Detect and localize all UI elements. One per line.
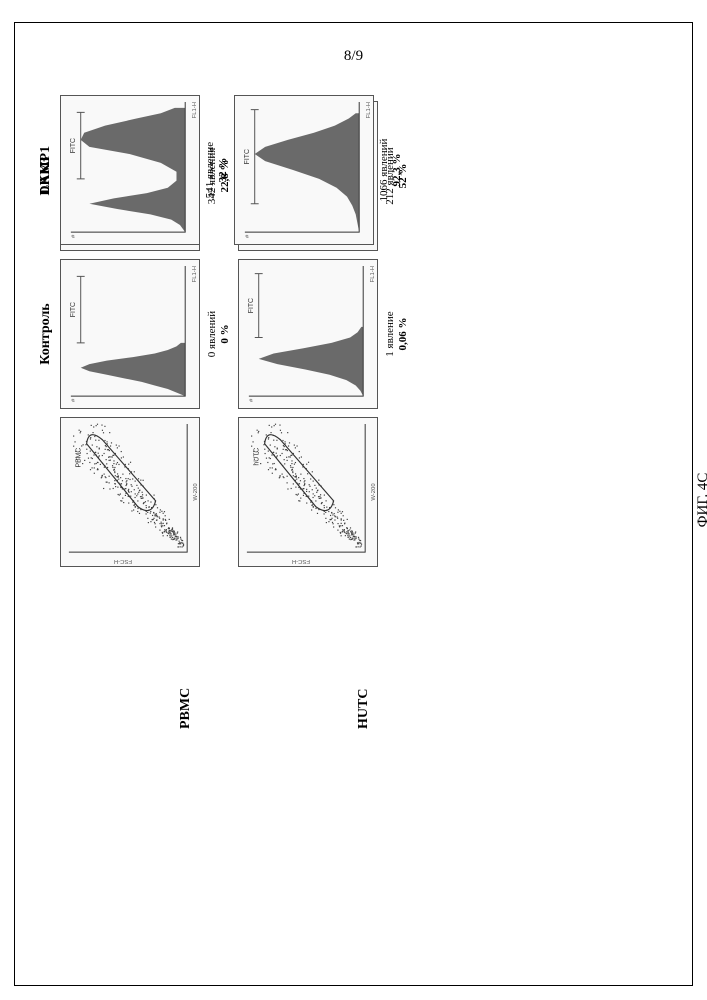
svg-text:FL1-H: FL1-H [370, 266, 376, 282]
caption-hutc-lamp1-abs: 1066 явлений 92,3 % [378, 95, 404, 245]
spacer [204, 575, 234, 735]
svg-text:FSC-H: FSC-H [292, 558, 310, 564]
events-text: 1066 явлений [378, 139, 391, 202]
col-header-control [30, 417, 56, 567]
hist-pbmc-control: FITC#FL1-H [60, 259, 200, 409]
scatter-pbmc: PBMC W-200 FSC-H [60, 417, 200, 567]
row-label-hutc: HUTC [238, 575, 378, 735]
col-header-lamp1-abs: LAMP1 [30, 95, 56, 245]
svg-text:W-200: W-200 [371, 483, 377, 501]
svg-text:hUTC: hUTC [254, 448, 261, 466]
svg-text:FITC: FITC [70, 302, 77, 317]
col-header-lamp1-text: LAMP1 [38, 146, 54, 194]
spacer [382, 575, 412, 735]
events-text: 541 явление [204, 142, 217, 198]
svg-text:FITC: FITC [248, 298, 255, 313]
svg-text:FL1-H: FL1-H [192, 266, 198, 282]
caption-pbmc-control [204, 417, 234, 567]
svg-text:PBMC: PBMC [76, 448, 83, 468]
svg-text:FITC: FITC [244, 149, 251, 164]
page-number: 8/9 [344, 48, 363, 65]
spacer [30, 575, 56, 735]
svg-text:FL1-H: FL1-H [192, 102, 198, 118]
hist-pbmc-lamp1: FITC#FL1-H [60, 95, 200, 245]
figure-label: ФИГ. 4C [695, 473, 707, 528]
hist-hutc-lamp1: FITC#FL1-H [234, 95, 374, 245]
caption-hutc-control [382, 417, 412, 567]
scatter-hutc: hUTC W-200 FSC-H [238, 417, 378, 567]
svg-text:FL1-H: FL1-H [366, 102, 372, 118]
hist-hutc-control: FITC#FL1-H [238, 259, 378, 409]
row-label-pbmc: PBMC [60, 575, 200, 735]
caption-pbmc-dkk3: 0 явлений0 % [204, 259, 234, 409]
caption-pbmc-lamp1-abs: 541 явление 32 % [204, 95, 230, 245]
col-header-dkk3: Контроль [30, 259, 56, 409]
svg-text:W-200: W-200 [193, 483, 199, 501]
figure-4c: Контроль DKK3 PBMC PBMCW-200FSC-H FITC#F… [30, 265, 670, 735]
svg-text:FSC-H: FSC-H [114, 558, 132, 564]
caption-hutc-dkk3: 1 явление0,06 % [382, 259, 412, 409]
pct-text: 92,3 % [391, 154, 404, 187]
figure-grid: Контроль DKK3 PBMC PBMCW-200FSC-H FITC#F… [30, 265, 412, 735]
pct-text: 32 % [217, 158, 230, 183]
svg-text:FITC: FITC [70, 138, 77, 153]
